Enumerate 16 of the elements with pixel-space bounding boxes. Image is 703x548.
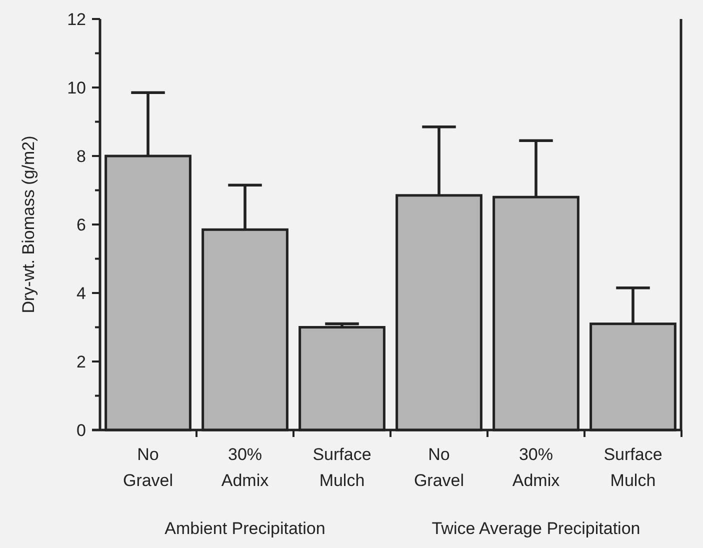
x-tick-label: No Gravel: [414, 445, 464, 490]
y-tick-label: 6: [76, 215, 86, 234]
y-axis-title: Dry-wt. Biomass (g/m2): [19, 136, 38, 314]
x-tick-label: Surface Mulch: [312, 445, 372, 490]
y-tick-label: 0: [76, 420, 86, 440]
text: Twice Average Precipitation: [432, 519, 640, 538]
x-tick-label: No Gravel: [122, 445, 174, 490]
x-tick-label: 30% Admix: [221, 445, 270, 490]
y-tick-label: 12: [67, 10, 86, 29]
x-tick-label: Surface Mulch: [604, 445, 662, 490]
y-tick-label: 8: [76, 146, 86, 166]
text: Ambient Precipitation: [164, 519, 326, 538]
x-tick-label: 30% Admix: [512, 445, 560, 490]
y-tick-label: 2: [76, 352, 86, 372]
y-tick-label: 10: [67, 78, 86, 98]
y-tick-label: 4: [76, 284, 86, 303]
